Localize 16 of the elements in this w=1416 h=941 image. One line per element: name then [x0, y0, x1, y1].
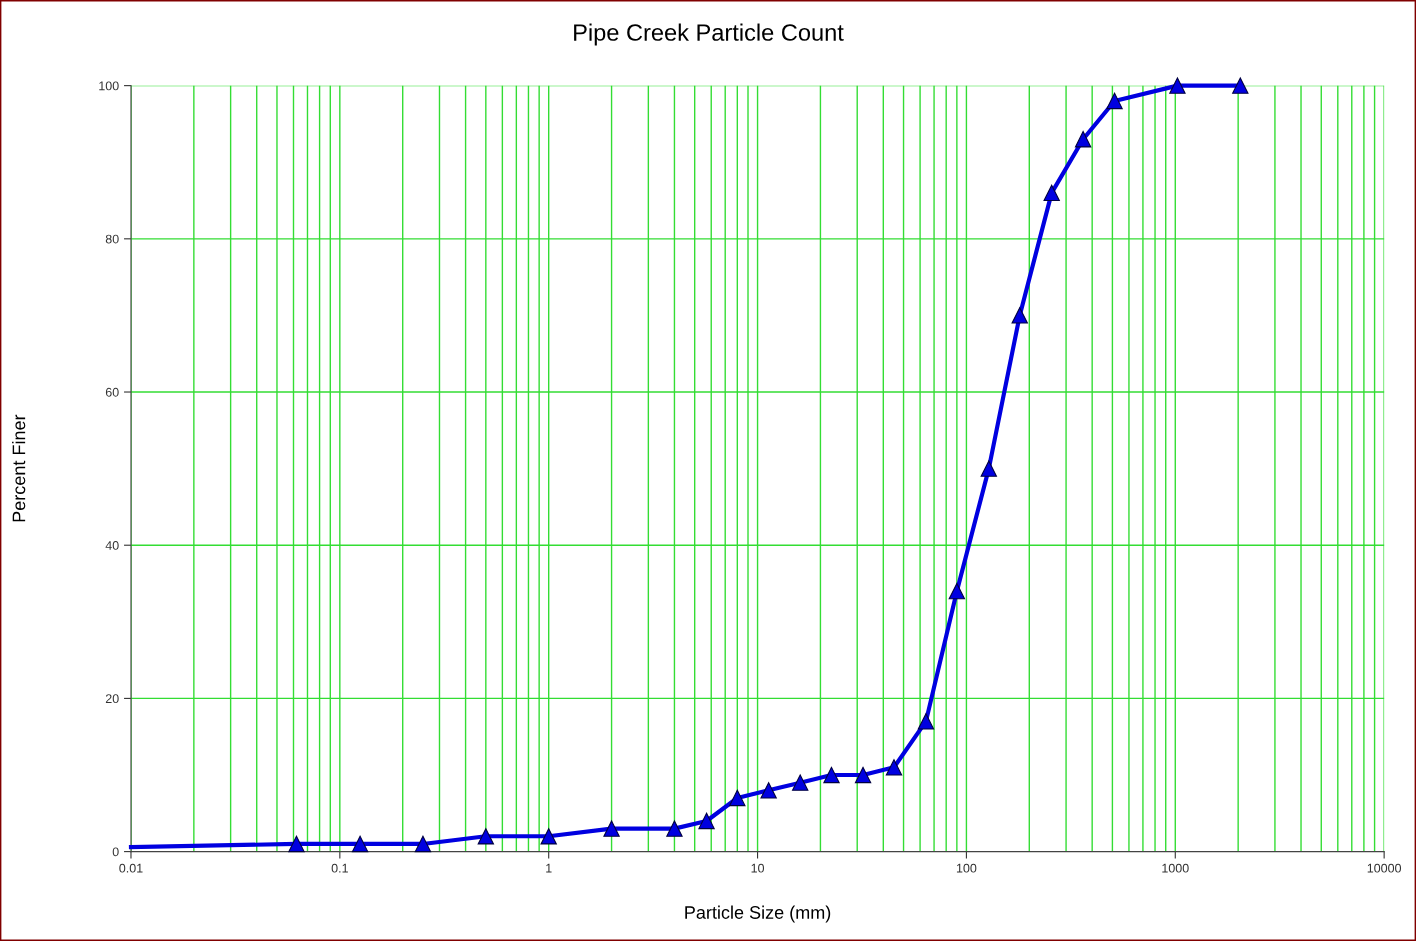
y-tick-label: 100	[99, 81, 119, 91]
y-tick-label: 40	[105, 541, 119, 550]
x-tick-label: 10	[751, 863, 765, 873]
x-axis-title: Particle Size (mm)	[685, 905, 831, 923]
y-tick-label: 20	[105, 694, 119, 704]
x-tick-label: 1	[546, 863, 552, 873]
y-tick-label: 80	[105, 234, 119, 244]
x-tick-label: 1000	[1162, 863, 1189, 873]
y-tick-label: 0	[112, 847, 119, 857]
x-tick-label: 100	[956, 863, 977, 873]
x-tick-label: 10000	[1367, 863, 1402, 873]
x-tick-label: 0.01	[119, 863, 143, 873]
x-tick-label: 0.1	[331, 863, 348, 873]
chart-title: Pipe Creek Particle Count	[574, 23, 844, 46]
y-tick-label: 60	[105, 387, 119, 397]
y-axis-title: Percent Finer	[12, 414, 26, 522]
